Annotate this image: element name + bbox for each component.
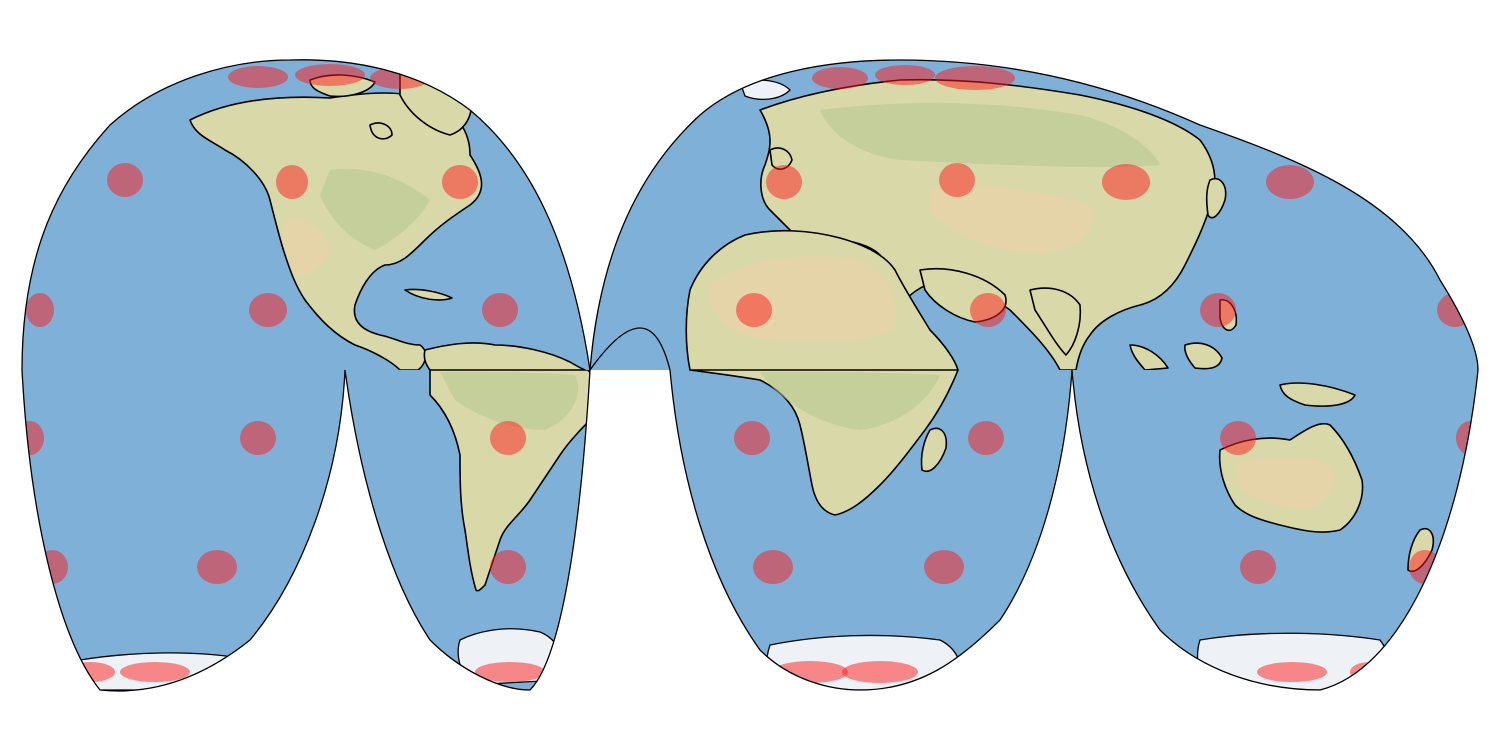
indicatrix bbox=[197, 550, 237, 584]
land-amazon-vegetation bbox=[440, 372, 579, 430]
indicatrix bbox=[276, 165, 308, 199]
indicatrix bbox=[1350, 662, 1390, 682]
indicatrix bbox=[370, 67, 430, 89]
indicatrix bbox=[812, 67, 868, 89]
indicatrix bbox=[22, 421, 44, 455]
land-new-guinea bbox=[1279, 382, 1356, 407]
land-north-america-vegetation bbox=[320, 168, 430, 250]
land-north-america-arid bbox=[283, 218, 330, 276]
indicatrix bbox=[1200, 293, 1236, 327]
indicatrix bbox=[766, 165, 802, 199]
indicatrix bbox=[482, 293, 518, 327]
land-india bbox=[1029, 287, 1082, 356]
land-hudson-bay-island bbox=[369, 122, 393, 140]
indicatrix bbox=[1220, 421, 1256, 455]
indicatrix bbox=[26, 293, 54, 327]
land-borneo bbox=[1184, 342, 1223, 370]
outline-north-west-lobe bbox=[21, 59, 591, 371]
indicatrix bbox=[935, 66, 1015, 90]
indicatrix bbox=[734, 421, 770, 455]
land-sumatra bbox=[1129, 344, 1169, 370]
land-madagascar bbox=[920, 427, 948, 472]
land-central-africa-vegetation bbox=[760, 372, 940, 430]
indicatrix bbox=[295, 64, 365, 86]
indicatrix bbox=[490, 550, 526, 584]
indicatrix bbox=[490, 421, 526, 455]
indicatrix bbox=[107, 163, 143, 197]
indicatrix bbox=[939, 163, 975, 197]
indicatrix bbox=[1102, 164, 1150, 200]
indicatrix bbox=[120, 662, 190, 682]
indicatrix bbox=[1266, 165, 1314, 199]
outline-north-east-lobe bbox=[589, 59, 1479, 371]
indicatrix bbox=[240, 421, 276, 455]
indicatrix bbox=[924, 550, 964, 584]
land-south-america-north bbox=[423, 342, 586, 371]
indicatrix bbox=[968, 421, 1004, 455]
indicatrix bbox=[228, 66, 288, 88]
ocean-atlantic-gap bbox=[590, 240, 670, 370]
ocean-south-lobe-1 bbox=[22, 370, 345, 691]
indicatrix bbox=[736, 293, 772, 327]
indicatrix bbox=[875, 65, 935, 85]
indicatrix bbox=[772, 661, 848, 683]
indicatrix bbox=[65, 662, 115, 682]
ocean-south-lobe-3 bbox=[670, 370, 1072, 690]
indicatrix bbox=[970, 293, 1006, 327]
land-eurasia-vegetation bbox=[820, 103, 1160, 168]
land-layer bbox=[77, 67, 1435, 691]
lobe-outlines bbox=[21, 59, 1479, 692]
indicatrix bbox=[442, 165, 478, 199]
land-japan bbox=[1205, 178, 1227, 219]
indicatrix bbox=[475, 662, 545, 682]
land-central-asia-arid bbox=[930, 185, 1093, 255]
indicatrix bbox=[1437, 293, 1473, 327]
outline-south-lobes bbox=[21, 327, 1479, 692]
land-cuba bbox=[404, 288, 453, 301]
indicatrix bbox=[842, 661, 918, 683]
indicatrix bbox=[1240, 550, 1276, 584]
indicatrix bbox=[753, 550, 793, 584]
land-australia-arid bbox=[1235, 457, 1334, 510]
indicatrix bbox=[1257, 662, 1327, 682]
ocean-south-lobe-4 bbox=[1072, 370, 1478, 690]
indicatrix bbox=[249, 293, 287, 327]
